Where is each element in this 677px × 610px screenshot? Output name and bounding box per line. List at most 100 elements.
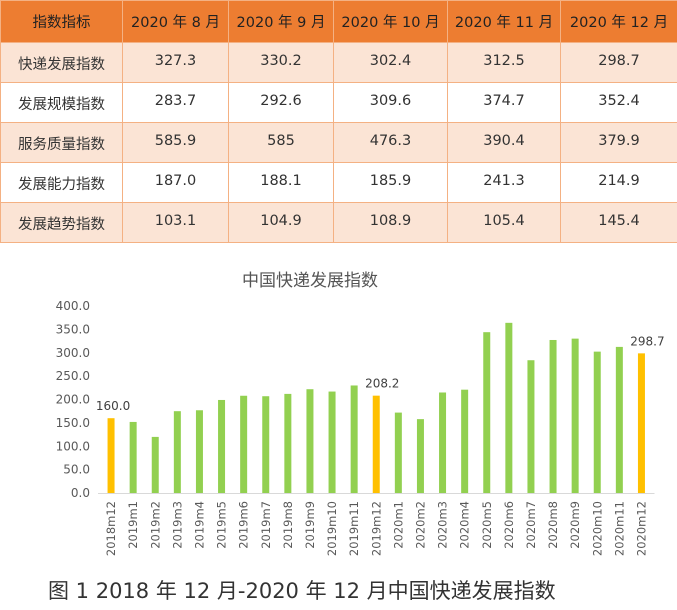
x-tick-label: 2019m7 [259, 501, 273, 549]
table-cell: 187.0 [122, 162, 229, 203]
bar [394, 412, 402, 493]
x-tick-label: 2019m1 [126, 501, 140, 549]
row-label: 快递发展指数 [0, 42, 123, 83]
bar [328, 391, 336, 493]
column-header: 2020 年 10 月 [333, 0, 448, 43]
bar [615, 346, 623, 493]
x-tick-label: 2019m4 [192, 501, 206, 549]
figure-caption: 图 1 2018 年 12 月-2020 年 12 月中国快递发展指数 [48, 579, 556, 603]
x-tick-label: 2019m3 [170, 501, 184, 549]
bar [129, 421, 137, 493]
y-tick-label: 350.0 [56, 322, 90, 336]
table-cell: 379.9 [560, 122, 677, 163]
x-tick-label: 2019m5 [215, 501, 229, 549]
table-cell: 188.1 [228, 162, 334, 203]
table-cell: 298.7 [560, 42, 677, 83]
bar [240, 395, 248, 493]
bar [549, 339, 557, 493]
row-label: 发展能力指数 [0, 162, 123, 203]
row-label: 服务质量指数 [0, 122, 123, 163]
table-cell: 292.6 [228, 82, 334, 123]
x-tick-label: 2020m1 [391, 501, 405, 549]
x-tick-label: 2019m11 [347, 501, 361, 556]
x-tick-label: 2019m2 [148, 501, 162, 549]
table-cell: 185.9 [333, 162, 448, 203]
x-tick-label: 2020m4 [458, 501, 472, 549]
table-cell: 241.3 [447, 162, 561, 203]
chart-title: 中国快递发展指数 [242, 271, 378, 291]
y-tick-label: 100.0 [56, 439, 90, 453]
bar [173, 411, 181, 493]
table-row: 发展能力指数 187.0 188.1 185.9 241.3 214.9 [0, 162, 677, 203]
table-cell: 585 [228, 122, 334, 163]
table-cell: 312.5 [447, 42, 561, 83]
y-tick-label: 50.0 [63, 463, 90, 477]
table-cell: 103.1 [122, 202, 229, 243]
table-cell: 283.7 [122, 82, 229, 123]
x-tick-label: 2020m7 [524, 501, 538, 549]
table-cell: 105.4 [447, 202, 561, 243]
bar-chart: 0.0 50.0 100.0 150.0 200.0 250.0 300.0 350.0 400… [56, 299, 665, 556]
x-tick-label: 2020m8 [546, 501, 560, 549]
table-row: 快递发展指数 327.3 330.2 302.4 312.5 298.7 [0, 42, 677, 83]
bar [151, 436, 159, 493]
x-tick-label: 2020m12 [634, 501, 648, 556]
table-cell: 476.3 [333, 122, 448, 163]
bar [593, 351, 601, 493]
x-tick-label: 2020m6 [502, 501, 516, 549]
x-tick-label: 2019m9 [303, 501, 317, 549]
table-cell: 330.2 [228, 42, 334, 83]
x-tick-label: 2018m12 [104, 501, 118, 556]
data-label: 208.2 [365, 377, 399, 391]
table-cell: 327.3 [122, 42, 229, 83]
bar [416, 419, 424, 493]
y-tick-label: 250.0 [56, 369, 90, 383]
table-cell: 104.9 [228, 202, 334, 243]
bar [571, 338, 579, 493]
row-label: 发展趋势指数 [0, 202, 123, 243]
table-cell: 374.7 [447, 82, 561, 123]
bar [439, 392, 447, 493]
table-cell: 309.6 [333, 82, 448, 123]
bar [306, 389, 314, 493]
column-header: 2020 年 9 月 [228, 0, 334, 43]
column-header: 2020 年 8 月 [122, 0, 229, 43]
bar [483, 332, 491, 493]
bar [372, 395, 380, 493]
bar [350, 385, 358, 493]
table-cell: 145.4 [560, 202, 677, 243]
table-row: 发展规模指数 283.7 292.6 309.6 374.7 352.4 [0, 82, 677, 123]
bar [218, 399, 226, 493]
table-cell: 302.4 [333, 42, 448, 83]
table-row: 服务质量指数 585.9 585 476.3 390.4 379.9 [0, 122, 677, 163]
bar [195, 410, 203, 493]
x-tick-label: 2020m10 [590, 501, 604, 556]
bar [527, 360, 535, 493]
x-tick-label: 2019m8 [281, 501, 295, 549]
x-tick-label: 2020m5 [480, 501, 494, 549]
table-cell: 214.9 [560, 162, 677, 203]
column-header: 2020 年 11 月 [447, 0, 561, 43]
column-header: 2020 年 12 月 [560, 0, 677, 43]
x-tick-label: 2019m12 [369, 501, 383, 556]
index-table: 指数指标 2020 年 8 月 2020 年 9 月 2020 年 10 月 2020 … [0, 0, 677, 243]
y-tick-label: 0.0 [71, 486, 90, 500]
data-label: 160.0 [96, 399, 130, 413]
y-tick-label: 300.0 [56, 346, 90, 360]
data-label: 298.7 [630, 334, 664, 348]
table-cell: 108.9 [333, 202, 448, 243]
bar [637, 353, 645, 493]
x-tick-label: 2020m11 [612, 501, 626, 556]
table-row: 发展趋势指数 103.1 104.9 108.9 105.4 145.4 [0, 202, 677, 243]
table-header-row: 指数指标 2020 年 8 月 2020 年 9 月 2020 年 10 月 2020 … [0, 0, 677, 43]
bar [461, 389, 469, 493]
column-header: 指数指标 [0, 0, 123, 43]
y-tick-label: 400.0 [56, 299, 90, 313]
x-tick-label: 2020m9 [568, 501, 582, 549]
table-cell: 585.9 [122, 122, 229, 163]
y-tick-label: 150.0 [56, 416, 90, 430]
table-cell: 352.4 [560, 82, 677, 123]
y-tick-label: 200.0 [56, 393, 90, 407]
bar [284, 393, 292, 493]
bar [107, 418, 115, 493]
